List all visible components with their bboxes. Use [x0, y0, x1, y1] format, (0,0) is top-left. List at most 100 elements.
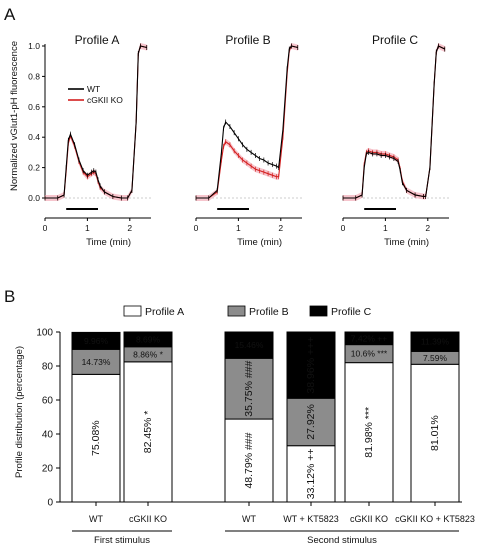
- legend-swatch: [123, 305, 142, 317]
- legend-label: Profile A: [145, 306, 184, 318]
- group-label: Second stimulus: [307, 535, 377, 546]
- bar-segment-profile-a: [344, 362, 394, 503]
- group-bracket: Second stimulus: [225, 530, 459, 546]
- y-tick-label: 0.8: [28, 71, 40, 81]
- data-label: 10.6% ***: [351, 349, 388, 359]
- bar-segment-profile-a: [123, 361, 173, 503]
- legend-label: WT: [87, 84, 100, 94]
- data-label: 7.59%: [423, 353, 448, 363]
- data-label: 11.39%: [421, 337, 450, 347]
- legend-label: Profile B: [249, 306, 289, 318]
- data-label: 7.42% ++: [351, 333, 387, 343]
- data-label: 14.73%: [82, 357, 111, 367]
- data-label: 27.92%: [305, 404, 317, 440]
- subplot-2: Profile B 0 1 2 Time (min): [194, 33, 302, 248]
- panel-label-a: A: [4, 5, 16, 24]
- series-line-wt: [196, 45, 298, 199]
- y-tick-label: 1.0: [28, 41, 40, 51]
- x-tick-label: 0: [43, 223, 48, 233]
- stacked-bar: 82.45% * 8.86% * 8.69% cGKII KO: [123, 331, 173, 524]
- y-tick-label: 0: [47, 498, 53, 509]
- x-tick-label: 1: [383, 223, 388, 233]
- bar-segment-profile-c: [123, 331, 173, 348]
- data-label: 35.75% ###: [243, 360, 255, 416]
- y-tick-label: 100: [36, 328, 53, 339]
- stacked-bar: 81.98% *** 10.6% *** 7.42% ++ cGKII KO: [344, 331, 394, 524]
- x-tick-label: 1: [85, 223, 90, 233]
- bar-segment-profile-a: [224, 418, 274, 503]
- bar-segment-profile-c: [410, 331, 460, 352]
- subplot-title: Profile C: [372, 33, 418, 47]
- legend-label: cGKII KO: [87, 95, 123, 105]
- x-tick-label: 0: [341, 223, 346, 233]
- bar-segment-profile-c: [224, 331, 274, 359]
- legend-swatch: [227, 305, 246, 317]
- series-line-wt: [45, 45, 147, 199]
- x-tick-label: 2: [425, 223, 430, 233]
- data-label: 82.45% *: [142, 411, 154, 454]
- stacked-bar: 33.12% ++ 27.92% 38.96% +++ WT + KT5823: [283, 331, 339, 524]
- y-tick-label: 0.6: [28, 102, 40, 112]
- x-tick-label: WT + KT5823: [283, 514, 339, 524]
- panel-b-y-axis-label: Profile distribution (percentage): [14, 346, 25, 478]
- panel-a-line-plots: Profile A 0.0 0.2 0.4 0.6 0.8 1.0 0 1 2 Time (min)…: [28, 33, 449, 248]
- y-tick-label: 0.4: [28, 132, 40, 142]
- bar-segment-profile-b: [224, 357, 274, 420]
- bar-segment-profile-a: [71, 373, 121, 503]
- x-tick-label: 0: [194, 223, 199, 233]
- x-axis-label: Time (min): [237, 237, 282, 248]
- y-tick-label: 20: [42, 464, 54, 475]
- bar-segment-profile-b: [71, 348, 121, 375]
- bar-segment-profile-c: [286, 331, 336, 399]
- bar-segment-profile-a: [410, 363, 460, 503]
- stacked-bar: 81.01% 7.59% 11.39% cGKII KO + KT5823: [395, 331, 475, 524]
- bar-segment-profile-c: [344, 331, 394, 346]
- x-tick-label: 2: [127, 223, 132, 233]
- data-label: 15.46%: [235, 340, 264, 350]
- legend-swatch: [309, 305, 328, 317]
- group-label: First stimulus: [94, 535, 150, 546]
- x-axis-label: Time (min): [86, 237, 131, 248]
- stacked-bar: 48.79% ### 35.75% ### 15.46% WT: [224, 331, 274, 524]
- x-tick-label: 1: [236, 223, 241, 233]
- y-tick-label: 40: [42, 430, 54, 441]
- x-tick-label: cGKII KO + KT5823: [395, 514, 475, 524]
- data-label: 81.01%: [429, 415, 441, 451]
- panel-label-b: B: [4, 287, 15, 306]
- data-label: 75.08%: [90, 420, 102, 456]
- bar-segment-profile-a: [286, 445, 336, 503]
- x-axis-label: Time (min): [384, 237, 429, 248]
- subplot-1: Profile A 0.0 0.2 0.4 0.6 0.8 1.0 0 1 2 Time (min)…: [28, 33, 151, 248]
- bar-segment-profile-b: [286, 397, 336, 447]
- stacked-bar: 75.08% 14.73% 9.96% WT: [71, 331, 121, 524]
- subplot-title: Profile B: [225, 33, 270, 47]
- data-label: 33.12% ++: [305, 448, 317, 499]
- data-label: 81.98% ***: [363, 407, 375, 458]
- data-label: 9.96%: [84, 336, 109, 346]
- panel-b-stacked-bar-chart: Profile A Profile B Profile C 0 20 40 60 80 100 7…: [36, 305, 475, 546]
- subplot-3: Profile C 0 1 2 Time (min): [341, 33, 449, 248]
- data-label: 38.96% +++: [305, 337, 317, 394]
- y-tick-label: 0.0: [28, 193, 40, 203]
- y-tick-label: 0.2: [28, 163, 40, 173]
- x-tick-label: WT: [242, 514, 256, 524]
- legend-label: Profile C: [331, 306, 372, 318]
- data-label: 8.86% *: [133, 349, 163, 359]
- panel-a-y-axis-label: Normalized vGlut1-pH fluorescence: [9, 41, 20, 191]
- ko-error-band: [196, 43, 298, 201]
- subplot-title: Profile A: [75, 33, 120, 47]
- series-line-cgkii-ko: [343, 45, 445, 199]
- series-line-cgkii-ko: [196, 45, 298, 199]
- ko-error-band: [343, 43, 445, 201]
- x-tick-label: cGKII KO: [129, 514, 167, 524]
- x-tick-label: cGKII KO: [350, 514, 388, 524]
- data-label: 8.69%: [136, 334, 161, 344]
- data-label: 48.79% ###: [243, 432, 255, 488]
- bar-segment-profile-c: [71, 331, 121, 350]
- series-line-wt: [343, 45, 445, 199]
- group-bracket: First stimulus: [72, 530, 172, 546]
- x-tick-label: 2: [278, 223, 283, 233]
- ko-error-band: [45, 43, 147, 201]
- y-tick-label: 80: [42, 362, 54, 373]
